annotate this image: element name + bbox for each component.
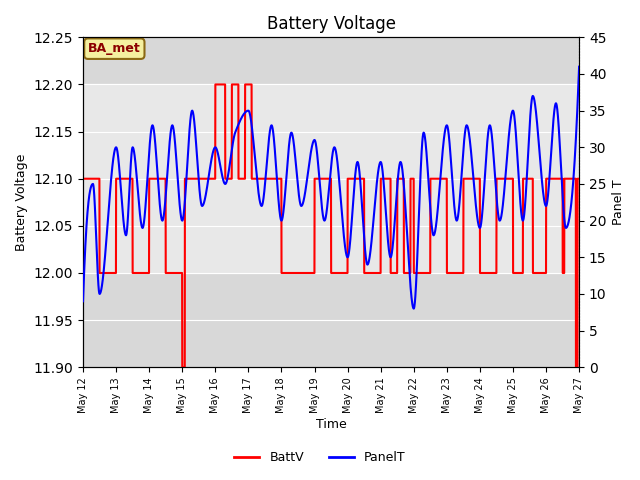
Title: Battery Voltage: Battery Voltage [267,15,396,33]
Legend: BattV, PanelT: BattV, PanelT [229,446,411,469]
Y-axis label: Panel T: Panel T [612,180,625,225]
Y-axis label: Battery Voltage: Battery Voltage [15,154,28,251]
Text: BA_met: BA_met [88,42,141,55]
Bar [83,84,579,273]
X-axis label: Time: Time [316,419,346,432]
